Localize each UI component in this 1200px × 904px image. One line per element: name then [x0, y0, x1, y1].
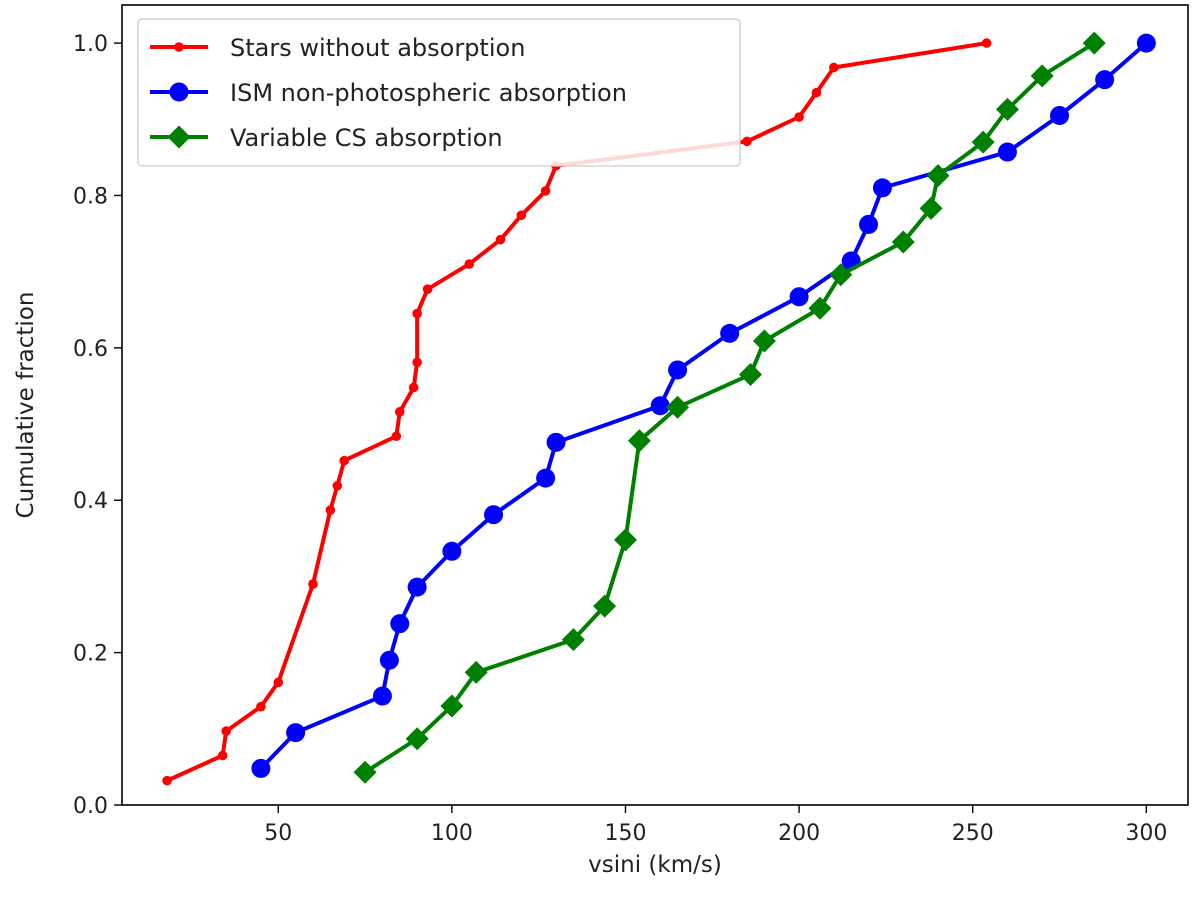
series-2-point	[1095, 70, 1115, 90]
series-1-point	[256, 701, 266, 712]
series-3-point	[593, 594, 617, 618]
series-3	[353, 31, 1106, 784]
series-2-point	[484, 505, 504, 525]
series-3-point	[995, 97, 1019, 121]
series-1-point	[394, 407, 405, 417]
series-2-point	[536, 468, 556, 488]
legend-entry-1-marker	[174, 42, 184, 52]
series-2-point	[251, 758, 271, 778]
series-3-point	[919, 196, 943, 220]
series-2-point	[650, 396, 670, 416]
series-1-point	[422, 284, 433, 294]
series-1-point	[217, 750, 228, 761]
series-2-point	[789, 287, 809, 307]
series-2-point	[379, 650, 399, 670]
series-2-point	[442, 541, 462, 561]
series-1-point	[162, 775, 172, 786]
series-1-point	[495, 234, 506, 245]
x-tick-label: 200	[778, 821, 820, 846]
series-3-point	[926, 164, 950, 188]
legend: Stars without absorption ISM non-photosph…	[137, 18, 741, 167]
series-1-point	[540, 186, 551, 196]
series-1-point	[408, 382, 419, 393]
series-3-point	[666, 395, 690, 419]
series-3-point	[440, 694, 464, 718]
series-2-point	[546, 432, 566, 452]
series-3-point	[613, 528, 637, 552]
series-3-point	[891, 230, 915, 254]
x-tick-label: 250	[952, 821, 994, 846]
legend-entry-3: Variable CS absorption	[150, 124, 503, 152]
legend-entry-1: Stars without absorption	[150, 34, 525, 62]
series-3-point	[808, 296, 832, 320]
series-1-point	[308, 579, 318, 589]
series-1-point	[332, 480, 343, 491]
legend-entry-1-label: Stars without absorption	[230, 34, 525, 62]
series-3-point	[405, 727, 429, 751]
series-2-point	[1136, 33, 1156, 53]
x-tick-label: 300	[1125, 821, 1167, 846]
series-2-point	[668, 360, 688, 380]
legend-entry-2: ISM non-photospheric absorption	[150, 79, 627, 107]
series-1-point	[391, 431, 402, 442]
series-2-point	[390, 614, 410, 634]
series-2-point	[720, 323, 740, 343]
legend-entry-2-label: ISM non-photospheric absorption	[230, 79, 627, 107]
y-tick-label: 0.4	[73, 489, 108, 514]
ticks-layer: 50 100 150 200 250 300 0.0 0.2 0.4 0.6 0.8 1.0	[73, 32, 1167, 846]
series-3-point	[1082, 31, 1106, 55]
y-tick-label: 0.2	[73, 642, 108, 667]
series-2-point	[859, 214, 879, 234]
series-3-point	[1030, 64, 1054, 88]
series-3-point	[353, 760, 377, 784]
series-3-point	[971, 130, 995, 154]
series-3-point	[829, 263, 853, 287]
series-2-point	[872, 178, 892, 198]
x-tick-label: 150	[604, 821, 646, 846]
series-1-point	[794, 112, 804, 122]
series-3-point	[627, 429, 651, 453]
series-1-point	[273, 677, 284, 688]
series-3-point	[561, 628, 585, 652]
y-tick-label: 0.0	[73, 794, 108, 819]
series-2-point	[997, 142, 1017, 162]
y-tick-label: 1.0	[73, 32, 108, 57]
legend-entry-3-label: Variable CS absorption	[230, 124, 503, 152]
series-2-point	[372, 686, 392, 706]
y-axis-label: Cumulative fraction	[13, 292, 39, 519]
y-tick-label: 0.6	[73, 337, 108, 362]
legend-box	[137, 18, 741, 167]
series-1-point	[742, 136, 752, 147]
series-2-point	[286, 723, 306, 743]
series-1-point	[339, 455, 350, 466]
series-1-point	[464, 259, 475, 269]
x-tick-label: 50	[264, 821, 292, 846]
series-2-point	[407, 577, 427, 597]
series-2-point	[1050, 105, 1070, 125]
series-1-point	[811, 87, 822, 98]
y-tick-label: 0.8	[73, 184, 108, 209]
legend-entry-3-marker	[167, 125, 191, 149]
series-1-point	[221, 726, 231, 736]
series-3-point	[752, 329, 776, 353]
series-3-point	[464, 660, 488, 684]
series-3-line	[363, 41, 1096, 774]
series-2	[251, 33, 1156, 778]
series-1-point	[516, 210, 527, 221]
series-1-point	[981, 38, 992, 48]
legend-entry-2-marker	[169, 82, 189, 102]
series-1-point	[412, 308, 422, 319]
series-layer	[162, 31, 1156, 786]
series-1-point	[325, 505, 336, 515]
x-tick-label: 100	[431, 821, 473, 846]
series-1-point	[412, 357, 422, 368]
series-1-point	[829, 62, 839, 73]
series-3-point	[738, 363, 762, 387]
x-axis-label: vsini (km/s)	[588, 852, 722, 878]
